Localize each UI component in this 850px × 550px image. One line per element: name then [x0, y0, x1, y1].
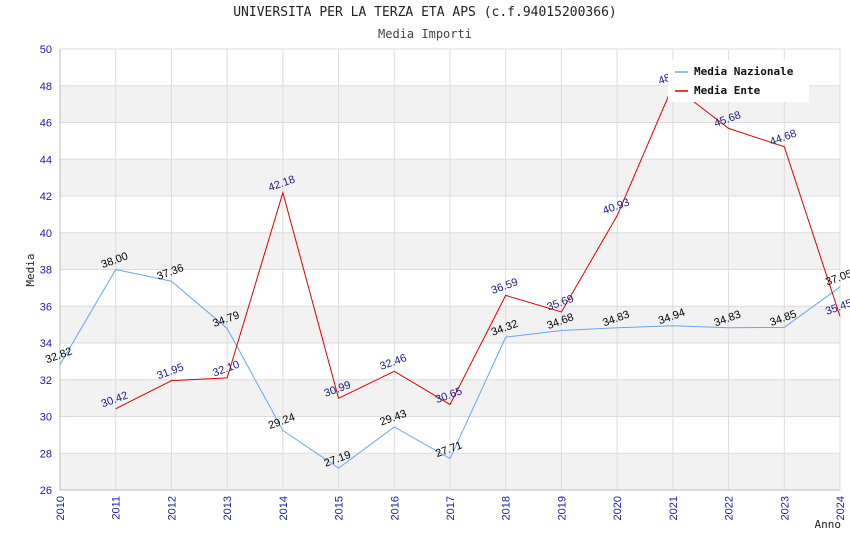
legend-label-media-nazionale: Media Nazionale [694, 65, 794, 78]
y-tick-label: 46 [40, 118, 52, 130]
x-tick-label: 2015 [334, 496, 346, 520]
x-tick-label: 2014 [278, 496, 290, 520]
x-tick-label: 2013 [222, 496, 234, 520]
chart-subtitle: Media Importi [378, 27, 472, 41]
grid-lines [59, 48, 841, 491]
y-tick-label: 42 [40, 191, 52, 203]
series-line-media-nazionale [59, 268, 841, 469]
chart-title: UNIVERSITA PER LA TERZA ETA APS (c.f.940… [233, 5, 617, 20]
x-tick-label: 2022 [724, 496, 736, 520]
x-tick-label: 2023 [779, 496, 791, 520]
y-tick-label: 26 [40, 485, 52, 497]
x-axis-ticks: 2010 2011 2012 2013 2014 2015 2016 2017 2018 2019… [55, 496, 847, 520]
x-tick-label: 2018 [501, 496, 513, 520]
series-lines [59, 84, 841, 469]
x-tick-label: 2012 [166, 496, 178, 520]
y-tick-label: 36 [40, 301, 52, 313]
x-tick-label: 2020 [612, 496, 624, 520]
legend-label-media-ente: Media Ente [694, 84, 761, 97]
y-tick-label: 32 [40, 375, 52, 387]
y-tick-label: 28 [40, 448, 52, 460]
y-tick-label: 38 [40, 265, 52, 277]
legend-box [668, 60, 809, 102]
series-line-media-ente [115, 84, 841, 410]
x-tick-label: 2010 [55, 496, 67, 520]
y-tick-label: 40 [40, 228, 52, 240]
x-tick-label: 2011 [111, 496, 123, 520]
x-axis-label: Anno [815, 518, 842, 531]
x-tick-label: 2021 [668, 496, 680, 520]
y-axis-ticks: 26 28 30 32 34 36 38 40 42 44 46 48 50 [40, 44, 52, 497]
x-tick-label: 2024 [835, 496, 847, 520]
y-axis-label: Media [24, 253, 37, 286]
y-tick-label: 30 [40, 412, 52, 424]
x-tick-label: 2016 [389, 496, 401, 520]
y-tick-label: 50 [40, 44, 52, 56]
y-tick-label: 34 [40, 338, 52, 350]
x-tick-label: 2017 [445, 496, 457, 520]
y-tick-label: 48 [40, 81, 52, 93]
y-tick-label: 44 [40, 154, 52, 166]
x-tick-label: 2019 [556, 496, 568, 520]
legend: Media Nazionale Media Ente [668, 60, 809, 102]
